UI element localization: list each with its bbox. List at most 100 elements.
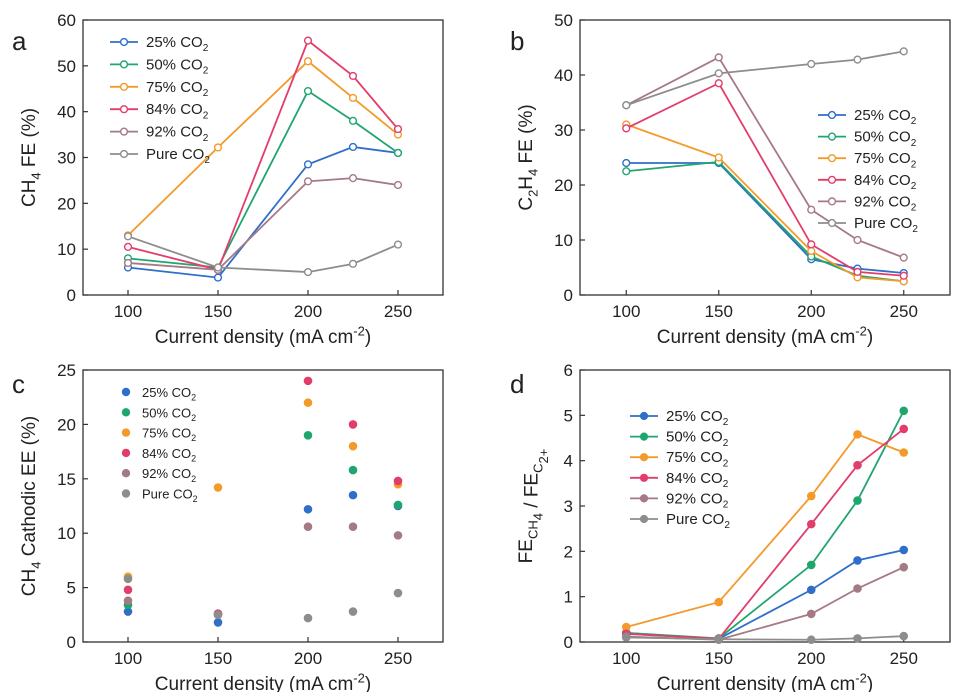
legend-label: 25% CO2 xyxy=(854,107,917,127)
legend-label: 75% CO2 xyxy=(666,449,729,469)
data-point xyxy=(853,556,862,565)
legend-marker xyxy=(639,494,649,503)
legend-label: 92% CO2 xyxy=(666,490,729,510)
data-point xyxy=(853,55,862,64)
legend-label: 50% CO2 xyxy=(142,405,196,423)
y-tick-label: 40 xyxy=(554,66,573,85)
data-point xyxy=(853,496,862,505)
y-tick-label: 50 xyxy=(554,11,573,30)
panel-letter-b: b xyxy=(510,26,524,56)
legend-label: Pure CO2 xyxy=(142,487,198,505)
data-point xyxy=(303,160,313,169)
data-point xyxy=(393,500,403,510)
data-point xyxy=(807,246,816,256)
legend-item: Pure CO2 xyxy=(121,487,198,505)
legend-item: 25% CO2 xyxy=(121,385,196,403)
data-point xyxy=(303,86,313,96)
legend-label: Pure CO2 xyxy=(854,215,918,235)
legend-item: 92% CO2 xyxy=(818,193,917,214)
panel-b: b 0 10 20 30 40 50 100 150 200 250 Current density … xyxy=(510,11,951,348)
data-point xyxy=(853,267,862,277)
x-tick-label: 150 xyxy=(204,649,232,668)
legend-item: 50% CO2 xyxy=(818,129,917,149)
x-tick-label: 100 xyxy=(114,649,142,668)
data-point xyxy=(348,71,358,81)
data-point xyxy=(621,633,631,642)
legend-item: 75% CO2 xyxy=(110,79,209,99)
plot-frame xyxy=(579,19,951,296)
legend-marker xyxy=(827,197,837,206)
x-tick-label: 150 xyxy=(705,302,733,321)
x-axis-label: Current density (mA cm-2) xyxy=(155,323,371,348)
data-point xyxy=(303,398,313,407)
legend-marker xyxy=(119,127,129,136)
data-point xyxy=(806,585,816,595)
legend-item: 75% CO2 xyxy=(121,426,196,443)
legend-item: 84% CO2 xyxy=(818,172,917,192)
y-tick-label: 50 xyxy=(57,57,76,76)
y-tick-label: 30 xyxy=(57,149,76,168)
legend-marker xyxy=(119,149,129,159)
x-tick-label: 250 xyxy=(890,302,918,321)
series-d-5 xyxy=(621,631,909,645)
legend-item: 50% CO2 xyxy=(630,429,729,449)
legend-marker xyxy=(827,154,837,163)
legend-label: 25% CO2 xyxy=(666,408,729,428)
y-tick-label: 2 xyxy=(564,542,573,561)
legend-item: 25% CO2 xyxy=(818,107,917,127)
data-point xyxy=(622,167,631,176)
series-line xyxy=(625,50,904,107)
x-tick-label: 100 xyxy=(612,302,640,321)
y-axis-label: C2H4 FE (%) xyxy=(516,104,540,210)
data-point xyxy=(899,631,909,641)
legend-item: 50% CO2 xyxy=(110,56,209,77)
x-axis-label: Current density (mA cm-2) xyxy=(657,670,873,692)
data-point xyxy=(303,177,313,186)
x-tick-label: 200 xyxy=(797,649,825,668)
legend-label: 25% CO2 xyxy=(142,385,196,403)
data-point xyxy=(899,448,909,457)
legend-item: Pure CO2 xyxy=(110,146,210,166)
legend-marker xyxy=(639,453,649,462)
data-point xyxy=(348,465,358,475)
y-axis-label: CH4 FE (%) xyxy=(19,108,43,207)
y-axis-label: CH4 Cathodic EE (%) xyxy=(19,416,43,596)
data-point xyxy=(853,430,862,439)
y-tick-label: 30 xyxy=(554,121,573,140)
legend-label: 84% CO2 xyxy=(666,470,729,490)
y-tick-label: 15 xyxy=(57,470,76,489)
legend-label: 50% CO2 xyxy=(854,129,917,149)
data-point xyxy=(348,490,358,500)
data-point xyxy=(714,153,723,162)
legend-item: 84% CO2 xyxy=(630,470,729,490)
data-point xyxy=(806,635,816,645)
plot-frame xyxy=(82,369,444,643)
legend-marker xyxy=(121,489,131,498)
y-tick-label: 4 xyxy=(564,452,573,471)
legend-label: 92% CO2 xyxy=(146,124,209,144)
data-point xyxy=(123,242,133,251)
data-point xyxy=(393,124,403,134)
y-tick-label: 20 xyxy=(57,194,76,213)
data-point xyxy=(807,59,816,69)
x-tick-label: 250 xyxy=(890,649,918,668)
y-tick-label: 20 xyxy=(554,176,573,195)
data-point xyxy=(807,205,816,214)
legend-label: 50% CO2 xyxy=(146,56,209,76)
data-point xyxy=(806,560,816,570)
data-point xyxy=(348,142,358,152)
legend-marker xyxy=(119,60,129,69)
data-point xyxy=(123,585,133,595)
data-point xyxy=(853,584,862,593)
legend-label: 84% CO2 xyxy=(142,446,196,464)
legend-item: 75% CO2 xyxy=(630,449,729,469)
y-tick-label: 0 xyxy=(564,633,573,652)
data-point xyxy=(348,522,358,531)
y-tick-label: 0 xyxy=(67,633,76,652)
legend-item: 25% CO2 xyxy=(110,34,209,54)
legend-label: 50% CO2 xyxy=(666,429,729,449)
legend-item: 92% CO2 xyxy=(110,124,209,144)
series-b-5 xyxy=(622,47,908,110)
legend-marker xyxy=(827,175,837,184)
